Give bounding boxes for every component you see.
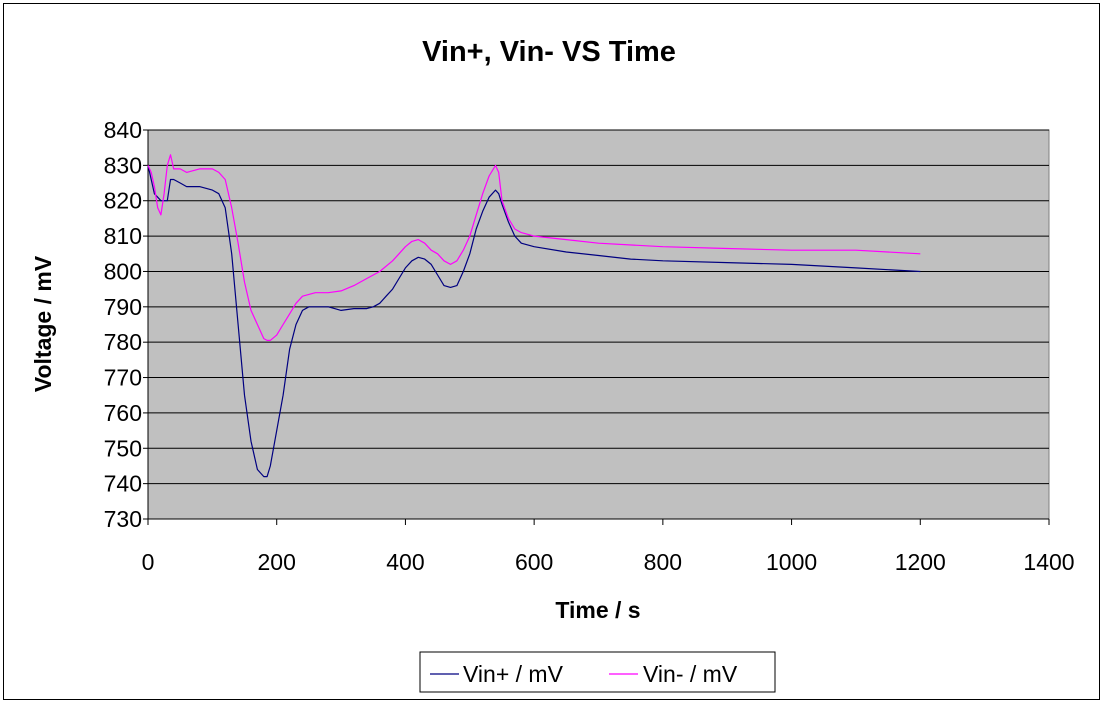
y-tick-label: 790 [104, 294, 142, 320]
y-tick-label: 770 [104, 365, 142, 391]
axes [143, 129, 1050, 525]
x-tick-label: 1200 [895, 549, 946, 575]
plot-area [147, 129, 1050, 520]
series-lines [147, 154, 921, 478]
y-tick-label: 800 [104, 258, 142, 284]
tick-labels: 730 740 750 760 770 780 790 800 810 820 830 840 0 200… [104, 117, 1075, 575]
legend: Vin+ / mV Vin- / mV [419, 651, 776, 693]
x-axis-title: Time / s [555, 597, 640, 623]
legend-label-vin-plus: Vin+ / mV [463, 661, 564, 687]
x-tick-label: 200 [258, 549, 296, 575]
series-line-vin-minus [147, 154, 921, 341]
y-tick-label: 730 [104, 506, 142, 532]
y-tick-label: 780 [104, 329, 142, 355]
legend-label-vin-minus: Vin- / mV [643, 661, 738, 687]
y-tick-label: 810 [104, 223, 142, 249]
x-tick-label: 800 [644, 549, 682, 575]
y-tick-label: 750 [104, 435, 142, 461]
legend-box [419, 651, 776, 693]
x-tick-label: 600 [515, 549, 553, 575]
y-tick-label: 840 [104, 117, 142, 143]
y-axis-title: Voltage / mV [30, 255, 56, 392]
y-tick-label: 740 [104, 471, 142, 497]
gridlines [148, 129, 1049, 485]
chart-title: Vin+, Vin- VS Time [422, 36, 676, 68]
x-tick-label: 400 [386, 549, 424, 575]
x-tick-label: 1000 [766, 549, 817, 575]
y-tick-label: 760 [104, 400, 142, 426]
y-tick-label: 820 [104, 188, 142, 214]
y-tick-label: 830 [104, 152, 142, 178]
x-tick-label: 1400 [1023, 549, 1074, 575]
series-line-vin-plus [147, 165, 921, 478]
x-tick-label: 0 [142, 549, 155, 575]
